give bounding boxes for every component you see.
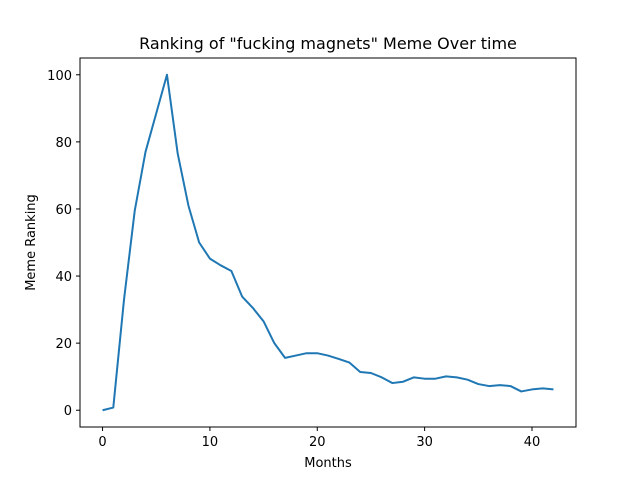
axes-frame [79,57,577,428]
x-axis: 0 10 20 30 40 [98,427,540,450]
series-line [102,73,554,412]
chart-title: Ranking of "fucking magnets" Meme Over t… [139,34,517,53]
x-axis-title: Months [304,456,352,471]
y-tick-label: 60 [55,203,72,218]
y-tick-label: 100 [47,69,72,84]
y-tick-label: 80 [55,136,72,151]
x-tick-label: 30 [416,435,433,450]
plot-area [102,73,554,412]
y-tick-label: 20 [55,337,72,352]
x-tick-label: 20 [309,435,326,450]
y-axis-title: Meme Ranking [24,194,39,291]
x-tick-label: 0 [98,435,106,450]
y-tick-label: 40 [55,270,72,285]
x-tick-label: 40 [524,435,541,450]
y-tick-label: 0 [64,404,72,419]
y-axis: 0 20 40 60 80 100 [47,69,80,419]
x-tick-label: 10 [202,435,219,450]
